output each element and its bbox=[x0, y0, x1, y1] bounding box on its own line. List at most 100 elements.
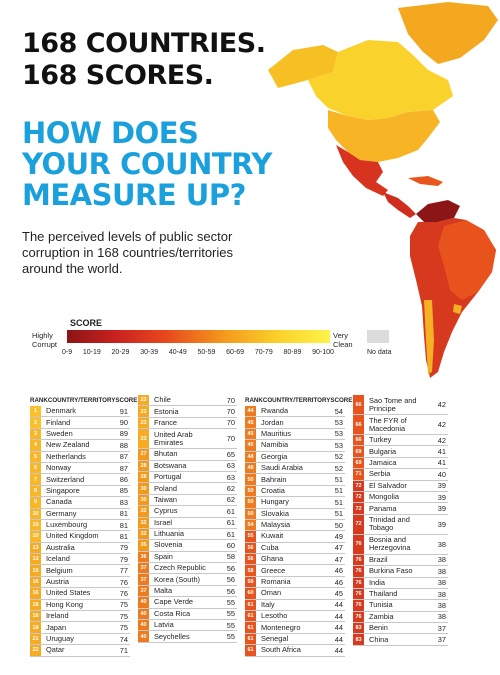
country-name: Cyprus bbox=[154, 507, 178, 516]
table-row: 44 Rwanda 54 bbox=[245, 406, 345, 418]
country-name: Georgia bbox=[261, 452, 288, 461]
table-row: 22 Qatar 71 bbox=[30, 645, 130, 657]
rank-badge: 61 bbox=[245, 622, 256, 633]
country-name: Serbia bbox=[369, 470, 391, 479]
table-row: 32 Cyprus 61 bbox=[138, 506, 237, 518]
country-score: 70 bbox=[226, 395, 235, 405]
country-score: 76 bbox=[119, 577, 128, 587]
rank-badge: 71 bbox=[353, 469, 364, 480]
country-score: 53 bbox=[334, 429, 343, 439]
rank-badge: 76 bbox=[353, 534, 364, 554]
table-row: 18 Japan 75 bbox=[30, 622, 130, 634]
rank-badge: 56 bbox=[245, 554, 256, 565]
table-row: 15 Belgium 77 bbox=[30, 565, 130, 577]
country-name: Qatar bbox=[46, 646, 65, 655]
country-score: 46 bbox=[334, 577, 343, 587]
map-venezuela bbox=[416, 200, 460, 222]
table-row: 54 Malaysia 50 bbox=[245, 519, 345, 532]
country-score: 42 bbox=[437, 400, 446, 409]
country-name: Sao Tome and Principe bbox=[369, 396, 417, 413]
rank-badge: 7 bbox=[30, 474, 41, 485]
rank-badge: 61 bbox=[245, 611, 256, 622]
headline: 168 COUNTRIES. 168 SCORES. bbox=[22, 28, 266, 92]
country-name: Australia bbox=[46, 543, 75, 552]
legend-right-label: Very Clean bbox=[333, 331, 353, 349]
country-score: 42 bbox=[437, 420, 446, 429]
rank-badge: 50 bbox=[245, 508, 256, 519]
rank-badge: 60 bbox=[245, 588, 256, 599]
legend-tick: 70-79 bbox=[254, 349, 273, 356]
country-name: Italy bbox=[261, 600, 275, 609]
legend-tick: 40-49 bbox=[168, 349, 187, 356]
country-score: 51 bbox=[334, 486, 343, 496]
table-row: 37 Korea (South) 56 bbox=[138, 574, 237, 586]
rank-badge: 2 bbox=[30, 417, 41, 428]
table-row: 45 Jordan 53 bbox=[245, 417, 345, 429]
table-row: 66 Sao Tome and Principe 42 bbox=[353, 395, 448, 415]
country-score: 38 bbox=[437, 578, 446, 588]
rank-badge: 18 bbox=[30, 622, 41, 633]
country-name: Jamaica bbox=[369, 458, 397, 467]
rank-badge: 23 bbox=[138, 417, 149, 429]
country-score: 61 bbox=[226, 518, 235, 528]
table-row: 10 Germany 81 bbox=[30, 508, 130, 520]
rank-badge: 66 bbox=[353, 415, 364, 434]
table-row: 28 Botswana 63 bbox=[138, 460, 237, 472]
rank-badge: 56 bbox=[245, 542, 256, 554]
rank-badge: 21 bbox=[30, 633, 41, 645]
country-name: United Kingdom bbox=[46, 532, 99, 541]
rank-badge: 40 bbox=[138, 620, 149, 631]
map-greenland bbox=[398, 2, 498, 64]
country-score: 63 bbox=[226, 461, 235, 471]
table-row: 76 Thailand 38 bbox=[353, 588, 448, 601]
country-name: Mauritius bbox=[261, 429, 291, 438]
table-row: 9 Canada 83 bbox=[30, 497, 130, 509]
rank-badge: 83 bbox=[353, 634, 364, 645]
country-name: Mongolia bbox=[369, 493, 399, 502]
table-row: 72 Trinidad and Tobago 39 bbox=[353, 514, 448, 535]
legend-ticks: 0-9 10-19 20-29 30-39 40-49 50-59 60-69 … bbox=[62, 349, 334, 356]
country-score: 38 bbox=[437, 600, 446, 610]
rank-badge: 69 bbox=[353, 446, 364, 457]
rank-badge: 16 bbox=[30, 588, 41, 599]
table-header: RANK COUNTRY/TERRITORY SCORE bbox=[30, 395, 137, 406]
country-name: Uruguay bbox=[46, 635, 74, 643]
table-row: 56 Cuba 47 bbox=[245, 542, 345, 555]
map-canada bbox=[308, 40, 453, 120]
rank-badge: 76 bbox=[353, 611, 364, 623]
country-name: Sweden bbox=[46, 429, 73, 438]
table-row: 40 Costa Rica 55 bbox=[138, 608, 237, 621]
table-row: 50 Slovakia 51 bbox=[245, 508, 345, 520]
country-name: Benin bbox=[369, 624, 388, 633]
country-name: The FYR of Macedonia bbox=[369, 416, 407, 433]
country-score: 90 bbox=[119, 418, 128, 428]
country-score: 39 bbox=[437, 492, 446, 502]
table-row: 13 Australia 79 bbox=[30, 542, 130, 555]
table-row: 50 Hungary 51 bbox=[245, 497, 345, 509]
country-name: Bhutan bbox=[154, 450, 178, 459]
rank-badge: 50 bbox=[245, 497, 256, 508]
rank-badge: 61 bbox=[245, 645, 256, 656]
table-row: 76 Burkina Faso 38 bbox=[353, 566, 448, 578]
country-score: 70 bbox=[226, 418, 235, 428]
rank-badge: 16 bbox=[30, 576, 41, 588]
table-row: 23 Chile 70 bbox=[138, 395, 237, 407]
country-name: Finland bbox=[46, 418, 71, 427]
country-score: 44 bbox=[334, 611, 343, 621]
country-score: 91 bbox=[119, 406, 128, 416]
table-row: 69 Bulgaria 41 bbox=[353, 446, 448, 458]
table-row: 76 Tunisia 38 bbox=[353, 600, 448, 612]
table-row: 61 Italy 44 bbox=[245, 599, 345, 612]
country-score: 56 bbox=[226, 586, 235, 596]
country-score: 44 bbox=[334, 645, 343, 655]
table-row: 50 Bahrain 51 bbox=[245, 474, 345, 486]
table-row: 10 United Kingdom 81 bbox=[30, 531, 130, 543]
country-score: 55 bbox=[226, 632, 235, 642]
country-score: 47 bbox=[334, 554, 343, 564]
country-name: Malta bbox=[154, 587, 173, 596]
country-score: 38 bbox=[437, 566, 446, 576]
rank-badge: 40 bbox=[138, 597, 149, 608]
table-row: 58 Greece 46 bbox=[245, 565, 345, 577]
country-score: 77 bbox=[119, 566, 128, 576]
table-row: 83 Benin 37 bbox=[353, 623, 448, 635]
